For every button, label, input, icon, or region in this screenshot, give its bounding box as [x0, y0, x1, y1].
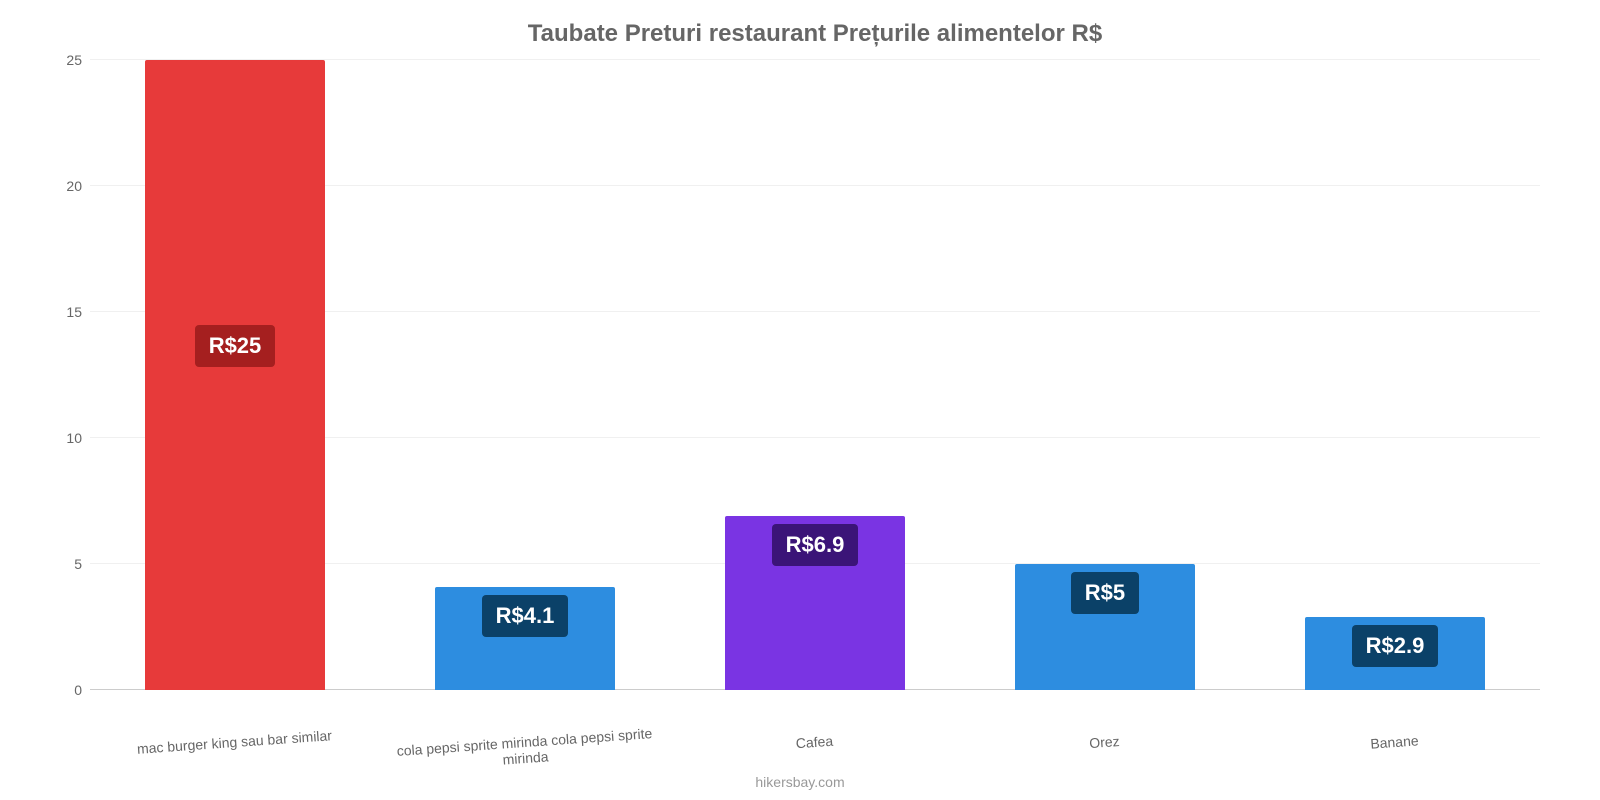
- bar-slot: R$5: [960, 60, 1250, 690]
- bar: R$4.1: [435, 587, 615, 690]
- food-prices-chart: Taubate Preturi restaurant Prețurile ali…: [0, 0, 1600, 800]
- bar-value-label: R$6.9: [772, 524, 859, 566]
- y-tick-label: 5: [46, 556, 82, 572]
- x-tick-label: Banane: [1249, 724, 1541, 776]
- bar: R$2.9: [1305, 617, 1485, 690]
- x-tick-label: mac burger king sau bar similar: [89, 724, 381, 776]
- chart-title: Taubate Preturi restaurant Prețurile ali…: [90, 20, 1540, 48]
- bar-slot: R$4.1: [380, 60, 670, 690]
- y-tick-label: 20: [46, 178, 82, 194]
- y-tick-label: 10: [46, 430, 82, 446]
- chart-credit: hikersbay.com: [0, 774, 1600, 790]
- y-tick-label: 15: [46, 304, 82, 320]
- x-tick-label: cola pepsi sprite mirinda cola pepsi spr…: [379, 724, 671, 776]
- x-labels-row: mac burger king sau bar similarcola peps…: [90, 734, 1540, 766]
- bar-slot: R$25: [90, 60, 380, 690]
- bar-value-label: R$4.1: [482, 595, 569, 637]
- bar-value-label: R$25: [195, 325, 276, 367]
- bar: R$5: [1015, 564, 1195, 690]
- bar-slot: R$2.9: [1250, 60, 1540, 690]
- y-tick-label: 0: [46, 682, 82, 698]
- bar-value-label: R$2.9: [1352, 625, 1439, 667]
- bar-slot: R$6.9: [670, 60, 960, 690]
- x-tick-label: Cafea: [669, 724, 961, 776]
- plot-area: 0510152025 R$25R$4.1R$6.9R$5R$2.9: [90, 60, 1540, 690]
- bars-container: R$25 R$4.1 R$6.9 R$5 R$2.9: [90, 60, 1540, 690]
- bar: R$25: [145, 60, 325, 690]
- bar-value-label: R$5: [1071, 572, 1139, 614]
- bar: R$6.9: [725, 516, 905, 690]
- y-tick-label: 25: [46, 52, 82, 68]
- x-tick-label: Orez: [959, 724, 1251, 776]
